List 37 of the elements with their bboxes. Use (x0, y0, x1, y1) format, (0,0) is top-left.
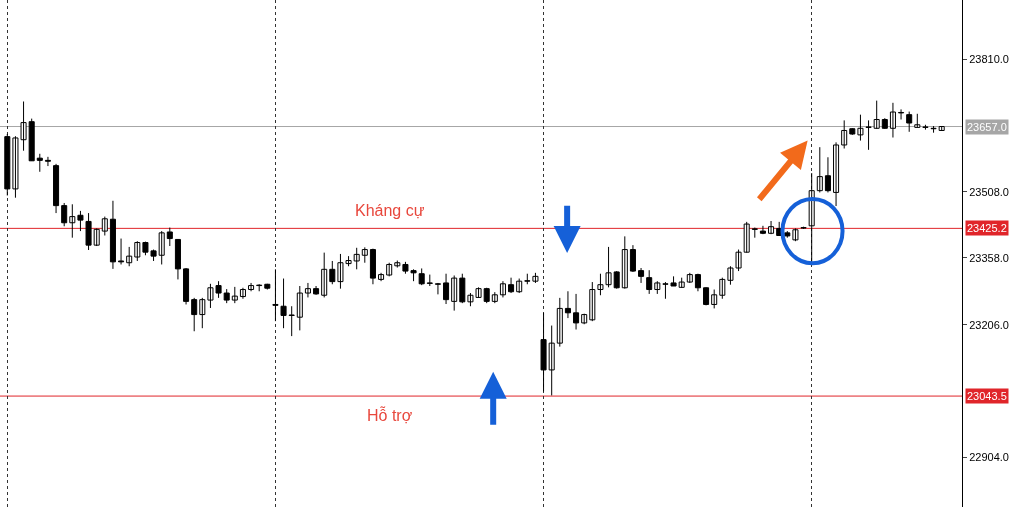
candlestick (581, 313, 588, 325)
candlestick (792, 227, 799, 242)
annotation: Kháng cự (355, 202, 425, 219)
candlestick (678, 277, 685, 289)
candlestick (751, 227, 758, 239)
candlestick (922, 124, 929, 131)
y-tick-label: 23508.0 (969, 185, 1009, 198)
y-tick-label: 23358.0 (969, 251, 1009, 264)
y-tick-label: 22904.0 (969, 451, 1009, 464)
annotation: Hỗ trợ (367, 406, 413, 424)
candlestick (906, 111, 913, 133)
candlestick (85, 212, 92, 251)
candlestick (914, 113, 921, 128)
candlestick (118, 238, 125, 265)
y-tick-label: 23810.0 (969, 53, 1009, 66)
ref-line-label: 23043.5 (967, 390, 1007, 402)
y-tick-label: 23206.0 (969, 318, 1009, 331)
candlestick (524, 273, 531, 285)
candlestick (426, 274, 433, 287)
candlestick (800, 226, 807, 230)
candlestick (256, 283, 263, 292)
candlestick (223, 288, 230, 304)
candlestick (686, 272, 693, 284)
candlestick (865, 119, 872, 151)
candlestick (532, 272, 539, 284)
candlestick (77, 210, 84, 232)
candlestick (540, 312, 547, 392)
candlestick (288, 305, 295, 337)
candlestick (434, 282, 441, 295)
candlestick (857, 114, 864, 142)
candlestick (231, 286, 238, 304)
candlestick (849, 127, 856, 136)
ref-line-label: 23657.0 (967, 121, 1007, 133)
candlestick (272, 268, 279, 322)
ref-line-label: 23425.2 (967, 222, 1007, 234)
candlestick (280, 278, 287, 329)
candlestick (898, 108, 905, 120)
